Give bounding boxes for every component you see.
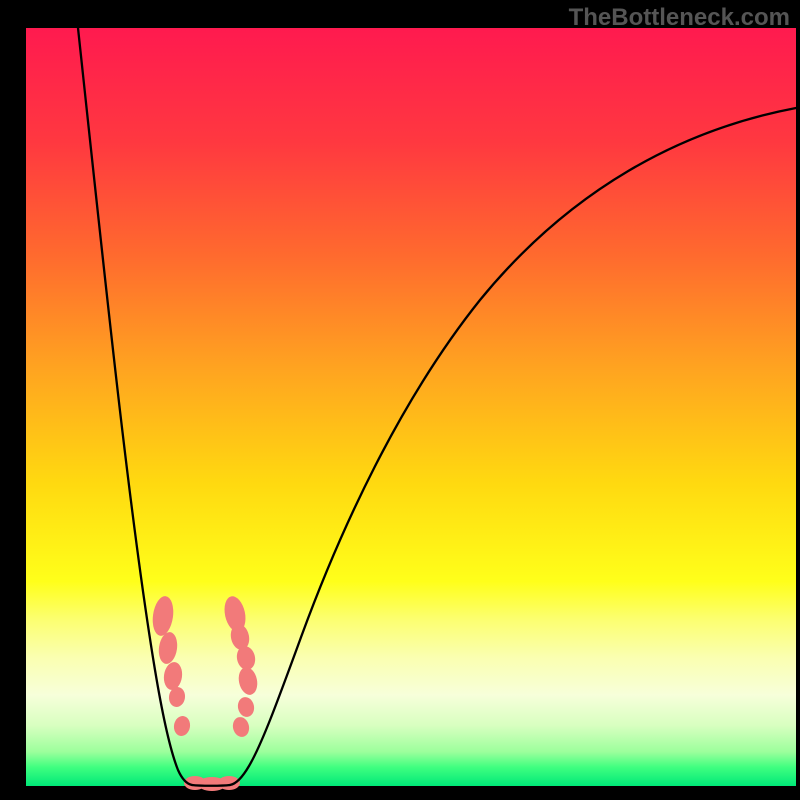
chart-svg bbox=[0, 0, 800, 800]
bottleneck-chart: TheBottleneck.com bbox=[0, 0, 800, 800]
plot-background bbox=[26, 28, 796, 786]
curve-bottom-connector bbox=[192, 785, 230, 786]
watermark-text: TheBottleneck.com bbox=[569, 4, 790, 32]
